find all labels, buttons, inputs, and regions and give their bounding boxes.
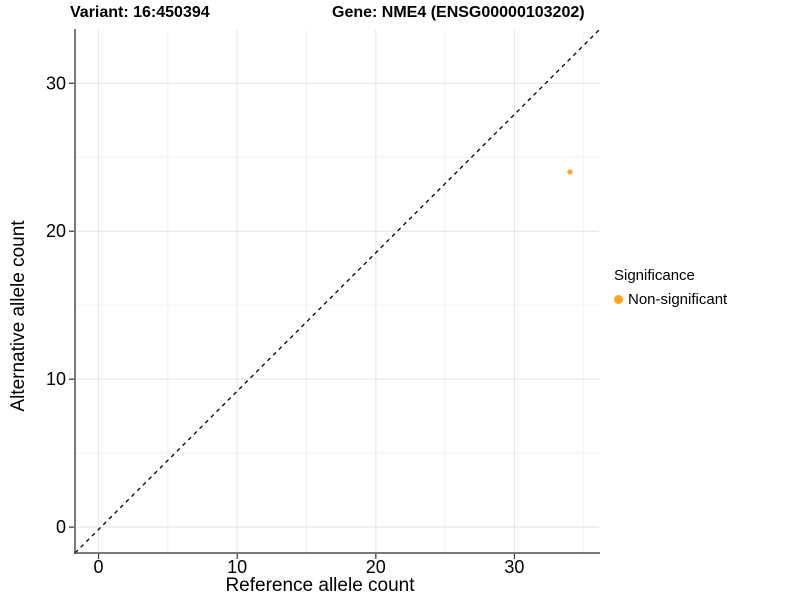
- y-tick-label: 30: [46, 73, 66, 93]
- legend: Significance Non-significant: [614, 267, 727, 308]
- y-tick-label: 10: [46, 369, 66, 389]
- y-tick-label: 0: [56, 517, 66, 537]
- identity-reference-line: [74, 29, 600, 554]
- legend-item-non-significant: Non-significant: [614, 291, 727, 308]
- x-tick-label: 20: [366, 557, 386, 577]
- plot-title-variant: Variant: 16:450394: [70, 4, 210, 21]
- y-axis-label: Alternative allele count: [8, 220, 29, 412]
- legend-item-label: Non-significant: [628, 291, 728, 308]
- legend-title: Significance: [614, 267, 695, 284]
- x-tick-label: 30: [504, 557, 524, 577]
- data-point: [567, 169, 573, 175]
- legend-marker-circle-icon: [614, 295, 623, 304]
- y-tick-label: 20: [46, 221, 66, 241]
- x-axis-label: Reference allele count: [225, 575, 415, 596]
- plot-title-gene: Gene: NME4 (ENSG00000103202): [332, 4, 585, 21]
- x-tick-label: 10: [227, 557, 247, 577]
- x-tick-label: 0: [94, 557, 104, 577]
